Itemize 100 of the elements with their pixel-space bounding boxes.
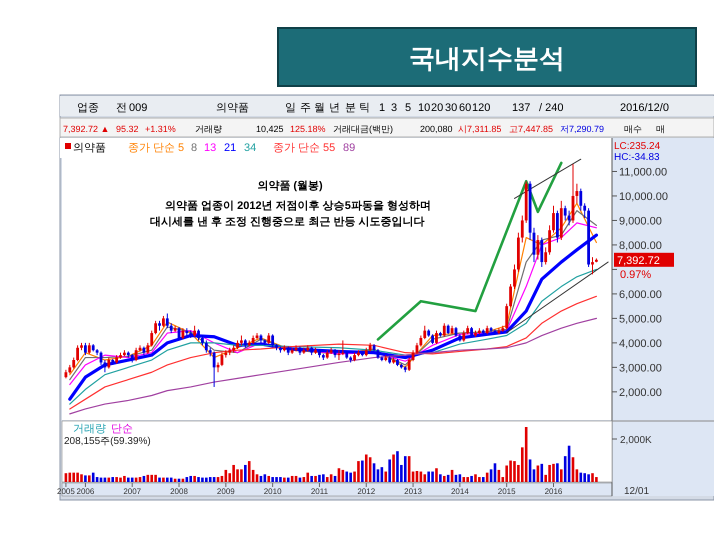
bar [568,446,570,482]
candlestick [462,330,466,342]
candlestick [216,362,220,373]
bar [197,477,200,482]
text: 55 [323,142,336,154]
annotation: 의약품 업종이 2012년 저점이후 상승5파동을 형성하며 [165,200,431,212]
bar [536,466,540,482]
text: 거래량 [73,423,106,435]
text: 저7,290.79 [560,124,604,134]
candlestick [212,350,216,388]
text: 20 [431,102,444,114]
bar [470,476,473,482]
bar [205,478,208,482]
bar [587,474,590,482]
x-tick-label: 2006 [76,487,95,496]
bar [396,451,399,482]
bar [80,474,83,482]
candlestick [575,183,578,204]
x-tick-label: 2009 [216,487,236,496]
bar [68,472,72,482]
bar [127,478,130,482]
candlestick [170,322,173,334]
bar [494,463,496,482]
bar [462,477,466,482]
bar [208,477,212,482]
bar [486,472,488,482]
text: 거래대금(백만) [333,124,393,134]
candlestick [532,227,536,263]
bar [498,470,500,482]
annotation: 208,155주(59.39%) [64,436,151,447]
text: 3 [391,102,398,114]
text: 12/01 [624,486,650,497]
bar [478,477,481,482]
bar [357,461,360,482]
line-series [69,268,597,405]
bar [290,476,294,482]
bar [334,476,336,482]
text: 200,080 [420,124,453,134]
bar [123,476,126,482]
text: 009 [129,102,148,114]
bar [509,460,512,482]
x-tick-label: 2008 [170,487,188,496]
text: +1.31% [145,124,176,134]
candlestick [564,205,567,221]
bar [170,478,173,482]
bar [271,477,274,482]
candlestick [416,342,418,354]
bar [212,477,216,482]
bar [108,478,110,482]
candlestick [470,326,473,338]
bar [298,478,302,482]
candlestick [178,326,180,341]
bar [322,474,325,482]
bar [384,472,388,482]
x-tick-label: 2010 [264,487,282,496]
text: 60 [459,102,472,114]
candlestick [419,335,422,348]
bar [446,474,450,482]
line-series [69,296,597,410]
bar [150,474,154,482]
bar [326,477,329,482]
bar [408,456,410,482]
bar [260,476,262,482]
bar [595,477,598,482]
bar [548,464,551,482]
bar [174,478,176,482]
bar [439,474,442,482]
bar [380,467,384,482]
annotation: 대시세를 낸 후 조정 진행중으로 최근 반등 시도중입니다 [150,216,424,228]
bar [338,468,340,482]
y-tick-label: 4,000.00 [619,338,662,350]
bar [236,469,239,482]
bar [342,470,344,482]
candlestick [76,344,80,362]
text: 5 [405,102,412,114]
candlestick [423,325,426,340]
bar [540,464,544,482]
text: 의약품 [216,102,249,114]
bar [310,476,313,482]
bar [182,478,184,482]
bar [454,474,458,482]
candlestick [267,332,270,345]
line-series [69,318,597,414]
candlestick [84,342,87,356]
bar [283,478,286,482]
text: HC:-34.83 [614,152,660,163]
bar [364,454,368,482]
bar [431,472,434,482]
y-tick-label: 5,000.00 [619,313,662,326]
bar [560,469,563,482]
text: 월 [314,102,325,114]
candlestick [162,315,165,328]
bar [583,473,586,482]
candlestick [271,334,274,348]
legend-title: 종가 단순 [128,142,176,154]
annotation: 의약품 (월봉) [257,180,324,192]
candlestick [509,284,512,308]
bar [420,472,422,482]
candlestick [412,350,414,362]
text: 21 [224,142,236,154]
